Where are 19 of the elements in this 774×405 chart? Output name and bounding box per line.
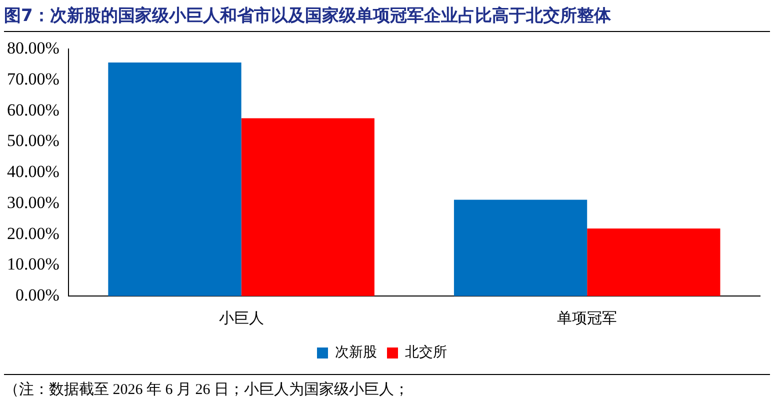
legend-label: 北交所: [405, 344, 447, 361]
text: （注：数据截至 2026 年 6 月 26 日；小巨人为国家级小巨人；: [4, 374, 770, 399]
y-tick-label: 60.00%: [6, 100, 60, 120]
x-tick-label: 小巨人: [218, 308, 264, 327]
y-tick-label: 50.00%: [6, 131, 60, 150]
y-tick-label: 40.00%: [6, 162, 60, 182]
y-tick-label: 10.00%: [6, 254, 60, 274]
y-tick-label: 0.00%: [15, 285, 60, 304]
y-tick-label: 70.00%: [6, 70, 60, 89]
bar: [454, 200, 588, 296]
chart-title: 图7：次新股的国家级小巨人和省市以及国家级单项冠军企业占比高于北交所整体: [4, 4, 770, 32]
x-tick-label: 单项冠军: [557, 308, 618, 327]
legend-label: 次新股: [335, 344, 377, 361]
bar: [241, 118, 374, 296]
bar: [587, 228, 720, 296]
y-tick-label: 20.00%: [6, 224, 60, 243]
y-tick-label: 80.00%: [6, 38, 60, 58]
bar: [108, 62, 242, 296]
y-tick-label: 30.00%: [6, 192, 60, 212]
